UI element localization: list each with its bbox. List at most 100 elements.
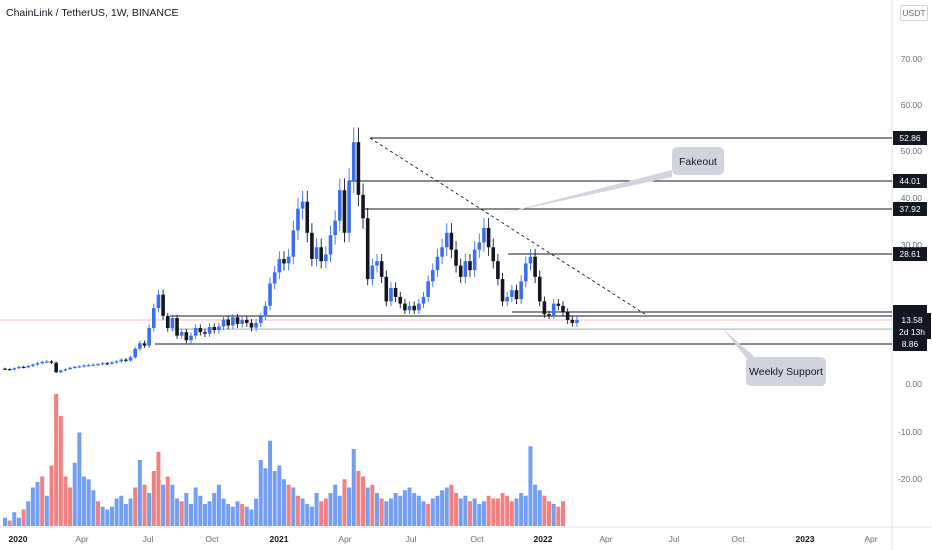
- currency-unit-label[interactable]: USDT: [900, 5, 928, 21]
- candle-body: [45, 361, 49, 363]
- volume-bar: [561, 501, 565, 526]
- volume-bar: [221, 498, 226, 526]
- candle-body: [96, 364, 100, 366]
- volume-bar: [500, 493, 505, 526]
- volume-bar: [440, 490, 445, 526]
- candle-body: [496, 261, 500, 280]
- candle-body: [68, 367, 72, 370]
- candle-body: [524, 263, 528, 282]
- candle-body: [245, 319, 249, 323]
- candle-body: [189, 335, 193, 341]
- candle-body: [184, 332, 189, 341]
- candle-body: [63, 369, 68, 371]
- candle-body: [198, 328, 203, 333]
- volume-bar: [454, 493, 459, 526]
- candle-body: [547, 314, 551, 316]
- weekly-support-callout-box: [746, 357, 826, 386]
- volume-bar: [533, 484, 538, 526]
- level-price-label: 28.61: [899, 249, 921, 259]
- candle-body: [152, 308, 156, 329]
- candle-body: [356, 142, 361, 195]
- candle-body: [226, 319, 230, 326]
- price-axis-layer: 70.00 60.00 50.00 40.00 30.00 0.00 -10.00 -20.0…: [893, 54, 931, 484]
- candle-body: [370, 265, 375, 280]
- candle-body: [389, 287, 393, 302]
- candle-body: [444, 232, 449, 248]
- candle-body: [542, 301, 547, 315]
- volume-bar: [519, 493, 524, 526]
- volume-bar: [393, 493, 398, 526]
- candle-body: [179, 332, 184, 336]
- volume-bar: [551, 504, 556, 526]
- x-tick-label: 2022: [534, 534, 553, 544]
- candle-body: [477, 242, 482, 250]
- y-tick-label: -20.00: [898, 474, 922, 484]
- x-tick-label: Apr: [338, 534, 351, 544]
- candle-body: [519, 281, 523, 300]
- candle-body: [565, 312, 570, 320]
- volume-bar: [505, 495, 510, 526]
- candle-body: [49, 361, 54, 363]
- x-tick-label: Oct: [731, 534, 745, 544]
- volume-bar: [347, 487, 352, 526]
- volume-bar: [254, 498, 259, 526]
- candle-body: [110, 362, 114, 364]
- volume-bar: [556, 506, 561, 526]
- volume-bar: [481, 501, 486, 526]
- volume-bar: [86, 479, 91, 526]
- candle-body: [463, 261, 468, 277]
- volume-bar: [458, 498, 463, 526]
- volume-bar: [402, 490, 407, 526]
- candle-body: [393, 287, 398, 297]
- candle-body: [156, 294, 161, 309]
- volume-bar: [361, 476, 366, 526]
- x-tick-label: Jul: [669, 534, 680, 544]
- volume-bar: [514, 498, 519, 526]
- fakeout-callout-box: [672, 147, 724, 175]
- volume-bar: [435, 495, 440, 526]
- volume-bar: [384, 501, 389, 526]
- candle-body: [59, 370, 63, 373]
- candle-body: [338, 190, 342, 221]
- volume-bar: [258, 460, 263, 526]
- candle-body: [403, 303, 407, 311]
- volume-bar: [207, 501, 212, 526]
- volume-bar: [430, 498, 435, 526]
- candle-body: [305, 201, 310, 233]
- volume-bar: [388, 498, 393, 526]
- candle-body: [491, 247, 496, 262]
- volume-bar: [212, 493, 217, 526]
- volume-bar: [375, 493, 379, 526]
- volume-bar: [21, 509, 26, 526]
- volume-bar: [72, 462, 77, 526]
- level-price-tag: [893, 309, 927, 323]
- volume-bar: [249, 509, 254, 526]
- candle-body: [486, 227, 491, 248]
- candle-body: [440, 247, 444, 257]
- candle-body: [412, 305, 416, 311]
- level-price-label: 8.86: [902, 339, 919, 349]
- volume-bar: [328, 493, 333, 526]
- volume-bar: [100, 506, 105, 526]
- candle-body: [472, 249, 477, 271]
- trendline-layer: [369, 137, 646, 315]
- candle-body: [551, 303, 556, 316]
- volume-bar: [198, 495, 203, 526]
- candle-body: [240, 319, 244, 324]
- volume-bar: [137, 460, 142, 526]
- candle-body: [333, 220, 337, 236]
- volume-bar: [305, 504, 310, 526]
- volume-bar: [128, 498, 133, 526]
- candle-body: [263, 305, 268, 317]
- volume-bar: [509, 501, 514, 526]
- candle-body: [40, 361, 44, 364]
- candle-body: [17, 366, 21, 369]
- descending-trendline: [369, 137, 646, 315]
- volume-bar: [156, 451, 161, 526]
- y-tick-label: 0.00: [905, 379, 922, 389]
- candle-body: [133, 348, 137, 358]
- volume-bar: [542, 495, 547, 526]
- level-price-tag: [893, 337, 927, 351]
- candle-body: [314, 247, 319, 259]
